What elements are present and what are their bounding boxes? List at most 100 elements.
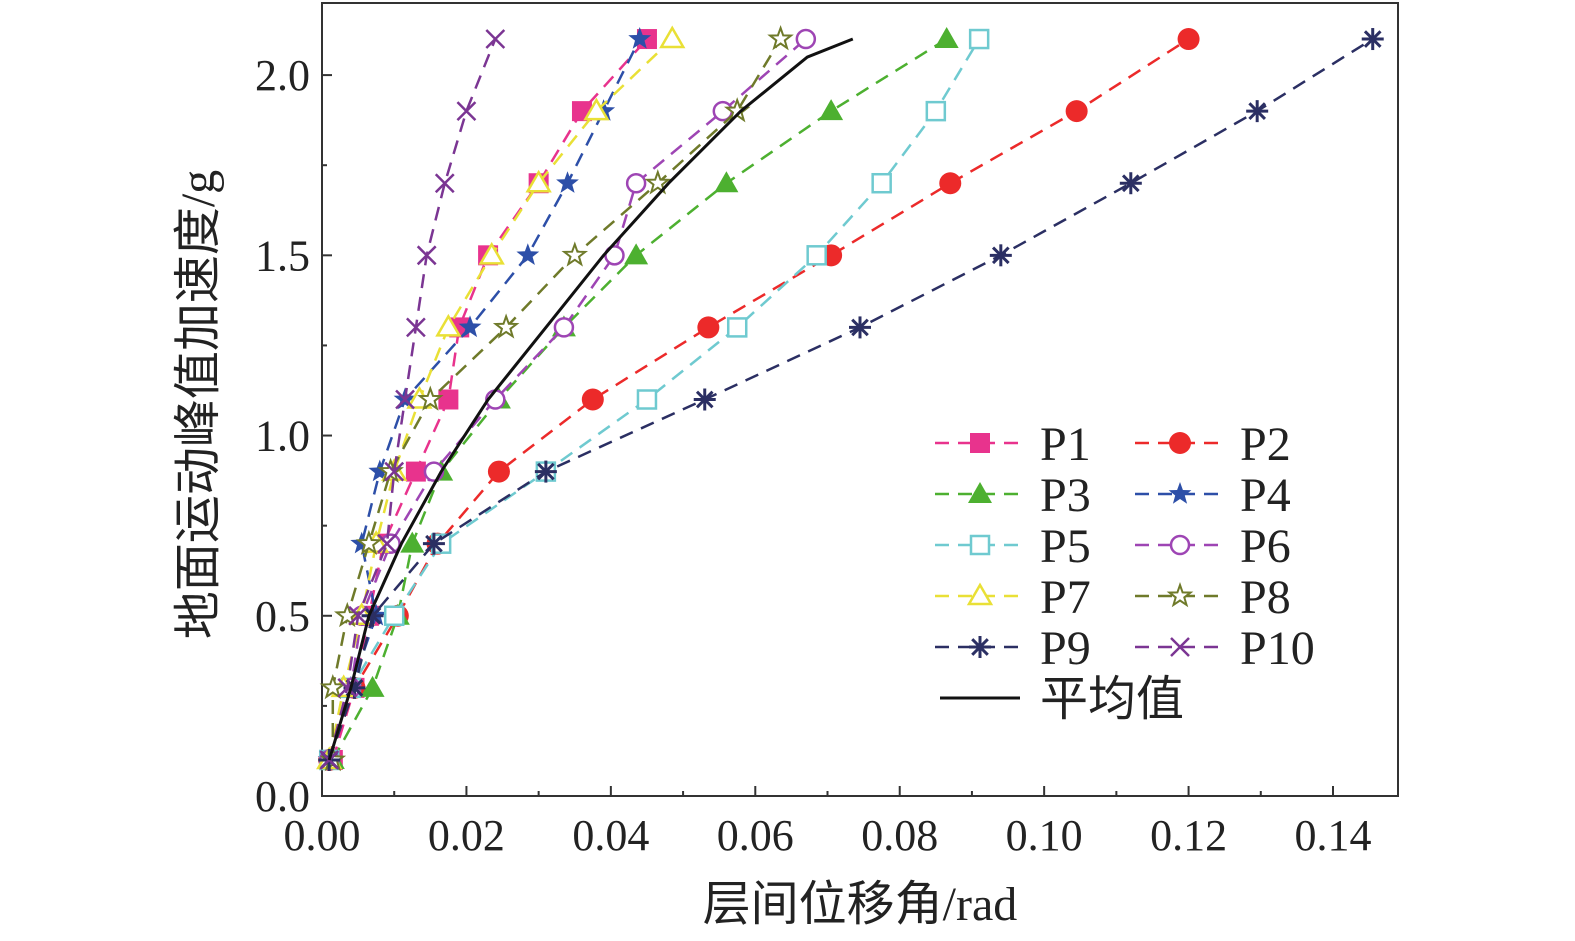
- x-tick-label: 0.06: [717, 811, 794, 860]
- data-point: [516, 243, 540, 265]
- data-point: [636, 389, 658, 410]
- legend-label: P2: [1240, 418, 1291, 471]
- data-point: [624, 243, 649, 265]
- marker-stroke: [456, 101, 477, 122]
- legend-label: P6: [1240, 520, 1291, 573]
- legend-label: P9: [1040, 622, 1091, 675]
- y-tick-label: 2.0: [255, 51, 310, 100]
- y-axis-ticks: 0.0 0.5 1.0 1.5 2.0: [255, 51, 332, 821]
- legend-marker: [966, 582, 994, 606]
- data-point: [456, 101, 477, 122]
- data-point: [405, 461, 426, 482]
- legend-item: P10: [1135, 622, 1315, 675]
- data-point: [1246, 100, 1269, 123]
- marker-stroke: [851, 318, 869, 337]
- plot-area: 0.00 0.02 0.04 0.06 0.08 0.10 0.12 0.14 0.0 0.5 1…: [255, 2, 1399, 860]
- data-point: [435, 313, 462, 337]
- plot-frame: [321, 2, 1399, 797]
- legend-marker: [1166, 581, 1194, 608]
- legend-item: P8: [1135, 571, 1291, 624]
- data-point: [819, 99, 844, 121]
- legend-item: P2: [1135, 418, 1291, 471]
- legend-marker: [969, 636, 991, 658]
- marker-stroke: [405, 317, 426, 338]
- legend-item: P9: [935, 622, 1091, 675]
- x-tick-label: 0.00: [284, 811, 361, 860]
- legend-label: 平均值: [1040, 673, 1184, 726]
- legend-marker: [970, 433, 990, 453]
- series-P6: [318, 28, 817, 771]
- data-point: [405, 317, 426, 338]
- marker-stroke: [377, 533, 397, 554]
- series-line: [327, 37, 854, 761]
- data-point: [395, 389, 415, 410]
- legend-marker: [1169, 534, 1191, 556]
- marker-stroke: [537, 462, 555, 481]
- marker-stroke: [425, 534, 443, 553]
- x-axis-title: 层间位移角/rad: [703, 878, 1018, 931]
- marker-stroke: [1363, 30, 1382, 48]
- x-axis-ticks: 0.00 0.02 0.04 0.06 0.08 0.10 0.12 0.14: [284, 786, 1372, 860]
- marker-stroke: [971, 638, 989, 656]
- marker-stroke: [434, 173, 455, 194]
- series-P9: [318, 28, 1384, 771]
- data-point: [458, 315, 482, 338]
- legend-marker: [969, 534, 991, 556]
- legend-item: P4: [1135, 469, 1291, 522]
- data-point: [939, 172, 962, 195]
- data-point: [697, 316, 720, 339]
- marker-stroke: [485, 29, 506, 49]
- data-point: [534, 460, 557, 483]
- x-tick-label: 0.08: [861, 811, 938, 860]
- data-point: [714, 171, 739, 193]
- legend-label: P10: [1240, 622, 1315, 675]
- marker-stroke: [1170, 637, 1190, 657]
- marker-stroke: [991, 246, 1010, 265]
- marker-stroke: [395, 389, 415, 410]
- data-point: [871, 172, 892, 194]
- y-tick-label: 0.5: [255, 592, 310, 641]
- marker-stroke: [384, 461, 405, 482]
- data-point: [556, 171, 579, 193]
- marker-stroke: [695, 390, 714, 409]
- data-point: [360, 675, 385, 697]
- data-point: [581, 388, 604, 411]
- x-tick-label: 0.14: [1295, 811, 1372, 860]
- y-tick-label: 0.0: [255, 772, 310, 821]
- data-point: [767, 25, 794, 51]
- data-point: [934, 27, 959, 49]
- data-point: [383, 605, 405, 627]
- x-tick-label: 0.10: [1006, 811, 1083, 860]
- data-point: [592, 99, 616, 121]
- data-point: [968, 28, 990, 50]
- data-point: [561, 241, 589, 267]
- series-P10: [319, 29, 506, 770]
- data-point: [806, 245, 827, 266]
- data-point: [438, 389, 459, 410]
- legend-item: P6: [1135, 520, 1291, 573]
- y-tick-label: 1.0: [255, 412, 310, 461]
- legend: P1 P2 P3 P4 P5 P6 P7 P8 P9 P10 平均值: [935, 418, 1315, 726]
- data-point: [849, 316, 871, 339]
- data-point: [416, 245, 437, 266]
- data-point: [1065, 100, 1088, 123]
- data-point: [319, 673, 347, 700]
- data-point: [361, 604, 384, 627]
- data-point: [384, 461, 405, 482]
- legend-marker: [1169, 432, 1191, 454]
- marker-stroke: [348, 605, 368, 626]
- data-point: [400, 531, 425, 553]
- data-point: [628, 27, 652, 49]
- data-point: [989, 244, 1012, 267]
- data-point: [659, 25, 686, 49]
- data-point: [487, 460, 510, 483]
- data-point: [1361, 28, 1384, 51]
- series-line: [328, 37, 1190, 761]
- data-point: [422, 532, 445, 555]
- data-point: [434, 173, 455, 194]
- legend-item: P1: [935, 418, 1091, 471]
- marker-stroke: [1121, 174, 1140, 193]
- data-point: [478, 241, 505, 265]
- series-P8: [319, 25, 794, 772]
- legend-label: P4: [1240, 469, 1291, 522]
